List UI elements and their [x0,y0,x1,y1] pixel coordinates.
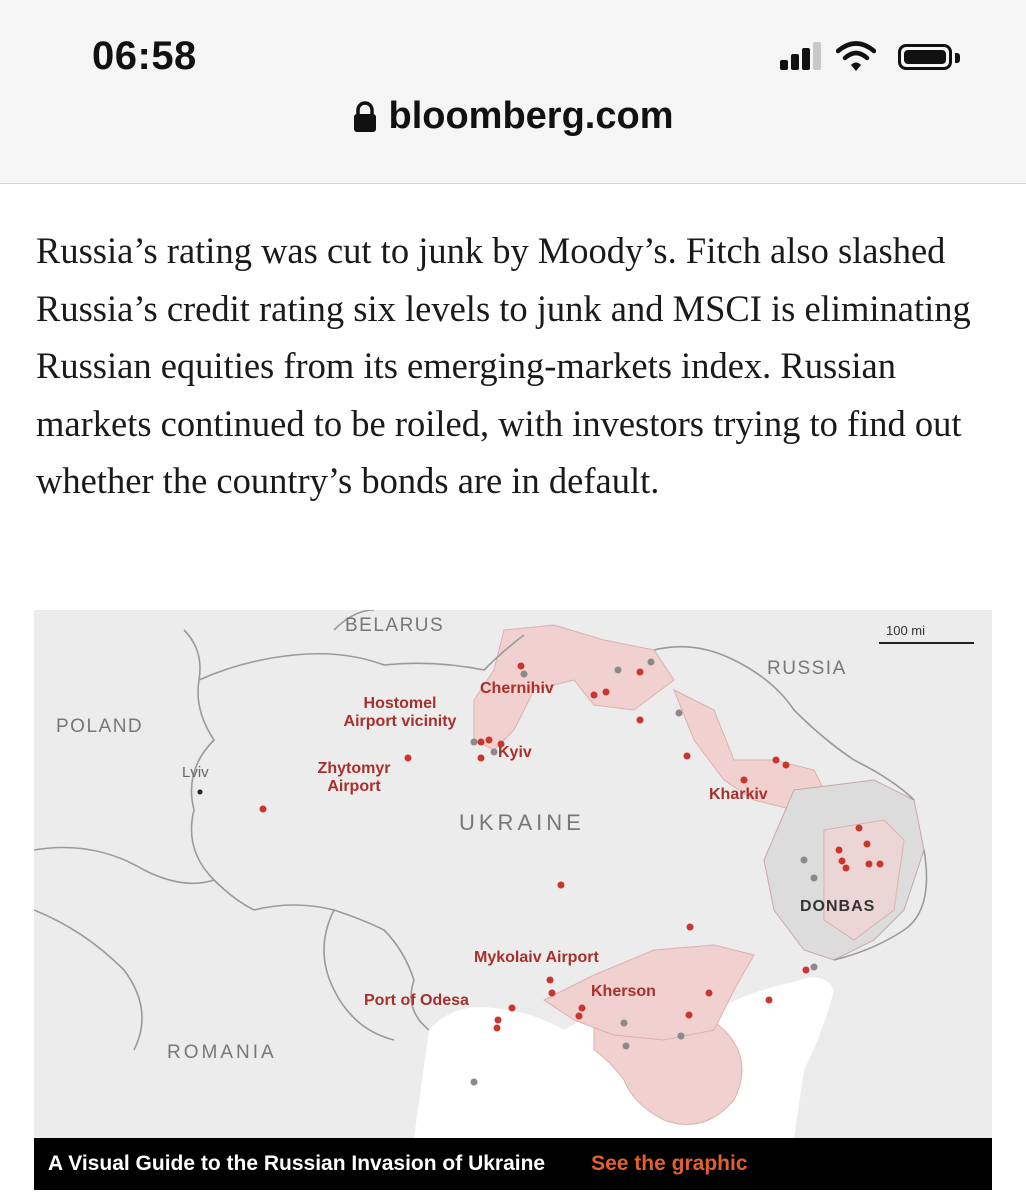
label-lviv: Lviv [182,764,209,781]
map-drawing [34,610,974,1138]
url-text: bloomberg.com [388,95,674,137]
battery-icon [898,44,952,70]
browser-top-bar: 06:58 bloomberg.com [0,0,1026,184]
label-ukraine: UKRAINE [459,810,585,835]
map-scale: 100 mi [886,623,926,638]
address-bar[interactable]: bloomberg.com [0,95,1026,138]
label-mykolaiv: Mykolaiv Airport [474,949,599,966]
banner-title: A Visual Guide to the Russian Invasion o… [48,1152,546,1175]
see-graphic-link[interactable]: See the graphic [591,1152,748,1175]
label-chernihiv: Chernihiv [480,680,554,697]
label-donbas: DONBAS [800,898,876,915]
battery-tip [955,53,960,63]
label-kyiv: Kyiv [498,744,532,761]
signal-icon [780,40,826,70]
status-time: 06:58 [92,34,197,78]
label-russia: RUSSIA [767,658,847,679]
label-odesa: Port of Odesa [364,992,469,1009]
graphic-banner[interactable]: A Visual Guide to the Russian Invasion o… [34,1138,992,1190]
label-belarus: BELARUS [345,615,445,636]
strike-dots [197,658,884,1086]
article-paragraph: Russia’s rating was cut to junk by Moody… [36,230,971,501]
label-hostomel: Hostomel Airport vicinity [343,695,457,730]
lock-icon [354,100,377,132]
label-zhytomyr: Zhytomyr Airport [317,760,391,795]
ukraine-invasion-map[interactable]: BELARUS RUSSIA POLAND UKRAINE ROMANIA DO… [34,610,992,1190]
label-kherson: Kherson [591,983,656,1000]
wifi-icon [836,41,876,71]
label-romania: ROMANIA [167,1042,277,1063]
label-kharkiv: Kharkiv [709,786,768,803]
label-poland: POLAND [56,716,144,737]
